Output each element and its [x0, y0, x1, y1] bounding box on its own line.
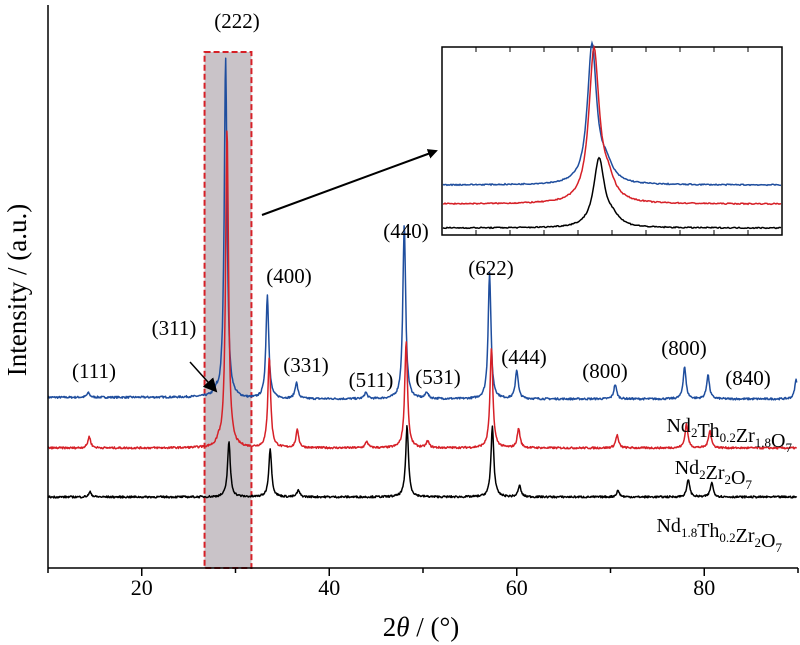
x-axis-title-suffix: / (°) — [409, 612, 459, 642]
series-line-1 — [47, 130, 798, 450]
peak-label: (311) — [152, 316, 197, 340]
x-axis-title: 2θ / (°) — [383, 612, 460, 642]
inset-series-0 — [442, 40, 782, 187]
x-tick-label: 40 — [318, 575, 340, 600]
series-line-0 — [47, 57, 798, 401]
sample-label-2: Nd1.8Th0.2Zr2O7 — [656, 515, 782, 555]
x-ticks: 20 40 60 80 — [47, 568, 799, 600]
peak-label: (800) — [661, 336, 707, 360]
inset — [441, 40, 783, 236]
peak-label: (622) — [468, 256, 514, 280]
arrows — [189, 149, 438, 393]
x-tick-label: 80 — [693, 575, 715, 600]
peak-labels: (111) (311) (222) (400) (331) (511) (440) (531)… — [72, 9, 771, 392]
x-axis-title-var: θ — [396, 612, 409, 642]
x-tick-label: 20 — [131, 575, 153, 600]
peak-label: (531) — [415, 365, 461, 389]
x-axis-title-prefix: 2 — [383, 612, 397, 642]
peak-311-arrow — [189, 361, 218, 393]
inset-series-1 — [442, 44, 782, 206]
peak-label: (222) — [214, 9, 260, 33]
peak-label: (440) — [383, 219, 429, 243]
peak-label: (840) — [725, 366, 771, 390]
zoom-arrow — [261, 149, 438, 216]
peak-label: (511) — [349, 368, 394, 392]
peak-label: (400) — [266, 264, 312, 288]
peak-label: (331) — [283, 353, 329, 377]
peak-label: (444) — [501, 345, 547, 369]
peak-label: (800) — [582, 359, 628, 383]
peak-label: (111) — [72, 359, 116, 383]
y-axis-title: Intensity / (a.u.) — [2, 204, 32, 376]
sample-label-1: Nd2Zr2O7 — [675, 457, 753, 492]
series-line-2 — [47, 425, 798, 499]
sample-label-0: Nd2Th0.2Zr1.8O7 — [666, 415, 792, 455]
x-tick-label: 60 — [506, 575, 528, 600]
inset-series-2 — [442, 156, 782, 230]
series-group — [47, 57, 798, 499]
